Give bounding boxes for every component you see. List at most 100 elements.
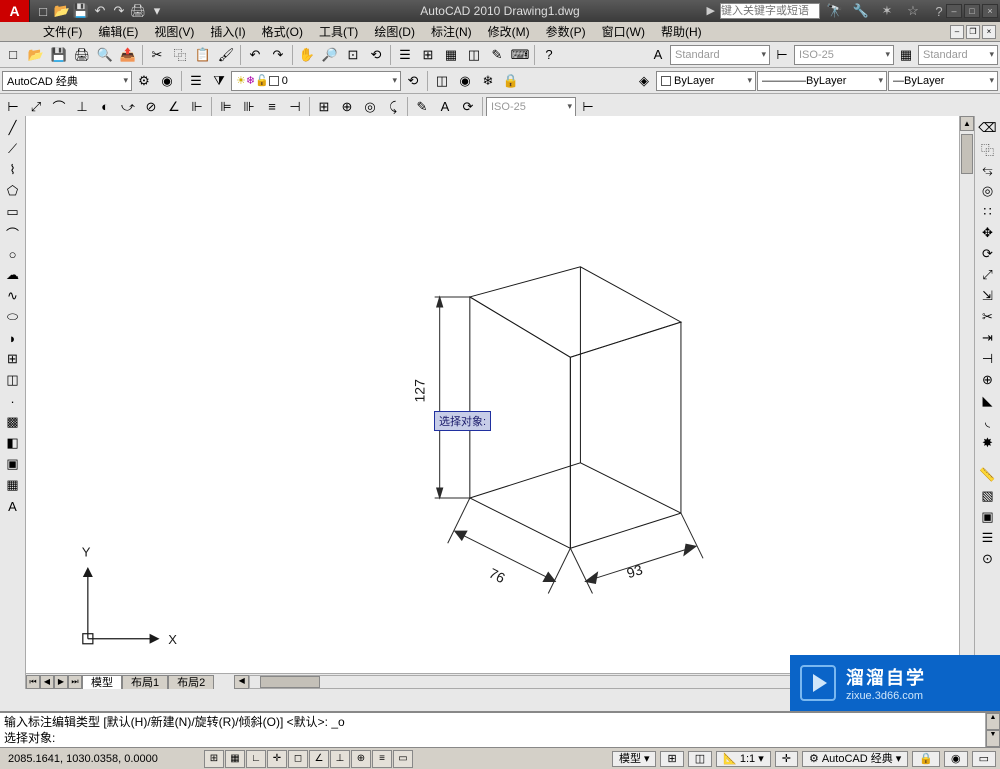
- key-icon[interactable]: 🔧: [850, 0, 872, 22]
- diminspect-icon[interactable]: ◎: [359, 96, 381, 118]
- tablestyle-icon[interactable]: ▦: [895, 44, 917, 66]
- redo-icon2[interactable]: ↷: [267, 44, 289, 66]
- otrack-icon[interactable]: ∠: [309, 750, 329, 768]
- open-icon[interactable]: 📂: [53, 2, 71, 20]
- ortho-icon[interactable]: ∟: [246, 750, 266, 768]
- dimangular-icon[interactable]: ∠: [163, 96, 185, 118]
- preview-icon[interactable]: 🔍: [94, 44, 116, 66]
- dimordinate-icon[interactable]: ⊥: [71, 96, 93, 118]
- menu-window[interactable]: 窗口(W): [594, 21, 653, 42]
- grid-icon[interactable]: ▦: [225, 750, 245, 768]
- dimbaseline-icon[interactable]: ⊫: [215, 96, 237, 118]
- scale-icon[interactable]: ⤢: [977, 265, 999, 285]
- pline-icon[interactable]: ⌇: [2, 160, 24, 180]
- osnap-icon[interactable]: ◻: [288, 750, 308, 768]
- toolpalette-icon[interactable]: ▦: [440, 44, 462, 66]
- menu-file[interactable]: 文件(F): [35, 21, 90, 42]
- quickview2-icon[interactable]: ◫: [688, 751, 712, 767]
- array-icon[interactable]: ∷: [977, 202, 999, 222]
- break-icon[interactable]: ⊣: [977, 349, 999, 369]
- markup-icon[interactable]: ✎: [486, 44, 508, 66]
- textstyle-icon[interactable]: A: [647, 44, 669, 66]
- line-icon[interactable]: ╱: [2, 118, 24, 138]
- table-icon[interactable]: ▦: [2, 475, 24, 495]
- cmd-scroll[interactable]: ▲▼: [985, 713, 1000, 747]
- tab-first-icon[interactable]: ⏮: [26, 675, 40, 689]
- layer-combo[interactable]: ☀ ❄ 🔓 0: [231, 71, 401, 91]
- linetype-combo[interactable]: ———— ByLayer: [757, 71, 887, 91]
- properties-icon[interactable]: ☰: [394, 44, 416, 66]
- polar-icon[interactable]: ✛: [267, 750, 287, 768]
- dimstyle-icon[interactable]: ⊢: [771, 44, 793, 66]
- menu-dimension[interactable]: 标注(N): [423, 21, 480, 42]
- coordinates[interactable]: 2085.1641, 1030.0358, 0.0000: [0, 753, 200, 765]
- layer-iso-icon[interactable]: ◫: [431, 70, 453, 92]
- polygon-icon[interactable]: ⬠: [2, 181, 24, 201]
- rectangle-icon[interactable]: ▭: [2, 202, 24, 222]
- extend-icon[interactable]: ⇥: [977, 328, 999, 348]
- menu-view[interactable]: 视图(V): [146, 21, 202, 42]
- undo-icon[interactable]: ↶: [91, 2, 109, 20]
- fillet-icon[interactable]: ◟: [977, 412, 999, 432]
- arc-icon[interactable]: ⌒: [2, 223, 24, 243]
- minimize-button[interactable]: –: [946, 4, 962, 18]
- dimcontinue-icon[interactable]: ⊪: [238, 96, 260, 118]
- undo-icon2[interactable]: ↶: [244, 44, 266, 66]
- open-file-icon[interactable]: 📂: [25, 44, 47, 66]
- scroll-left-icon[interactable]: ◀: [234, 675, 249, 689]
- dimaligned-icon[interactable]: ⤢: [25, 96, 47, 118]
- gradient-icon[interactable]: ◧: [2, 433, 24, 453]
- annoscale-icon[interactable]: 📐 1:1 ▾: [716, 751, 771, 767]
- search-input[interactable]: [720, 3, 820, 19]
- dimradius-icon[interactable]: ◐: [94, 96, 116, 118]
- centermark-icon[interactable]: ⊕: [336, 96, 358, 118]
- spline-icon[interactable]: ∿: [2, 286, 24, 306]
- comm-icon[interactable]: ✶: [876, 0, 898, 22]
- lwt-icon[interactable]: ≡: [372, 750, 392, 768]
- scroll-h-thumb[interactable]: [260, 676, 320, 688]
- zoom-win-icon[interactable]: ⊡: [342, 44, 364, 66]
- point-icon[interactable]: ·: [2, 391, 24, 411]
- qdim-icon[interactable]: ⊩: [186, 96, 208, 118]
- dimspace-icon[interactable]: ≡: [261, 96, 283, 118]
- tab-next-icon[interactable]: ▶: [54, 675, 68, 689]
- layer-filter-icon[interactable]: ⧩: [208, 70, 230, 92]
- layer-prev-icon[interactable]: ⟲: [402, 70, 424, 92]
- help-icon2[interactable]: ?: [538, 44, 560, 66]
- menu-modify[interactable]: 修改(M): [480, 21, 538, 42]
- explode-icon[interactable]: ✸: [977, 433, 999, 453]
- dimlinear-icon[interactable]: ⊢: [2, 96, 24, 118]
- ws-save-icon[interactable]: ◉: [156, 70, 178, 92]
- list-icon[interactable]: ☰: [977, 528, 999, 548]
- app-logo[interactable]: A: [0, 0, 30, 22]
- qat-more-icon[interactable]: ▾: [148, 2, 166, 20]
- favorite-icon[interactable]: ☆: [902, 0, 924, 22]
- tab-model[interactable]: 模型: [82, 675, 122, 689]
- menu-tools[interactable]: 工具(T): [311, 21, 366, 42]
- rotate-icon[interactable]: ⟳: [977, 244, 999, 264]
- menu-insert[interactable]: 插入(I): [202, 21, 253, 42]
- join-icon[interactable]: ⊕: [977, 370, 999, 390]
- region2-icon[interactable]: ▣: [977, 507, 999, 527]
- id-icon[interactable]: ⊙: [977, 549, 999, 569]
- tab-prev-icon[interactable]: ◀: [40, 675, 54, 689]
- drawing-area[interactable]: 127 76 93 X Y 选择对象: ▲ ▼ ⏮ ◀ ▶ ⏭: [26, 116, 974, 689]
- copy2-icon[interactable]: ⿻: [977, 139, 999, 159]
- match-icon[interactable]: 🖌: [215, 44, 237, 66]
- doc-minimize[interactable]: –: [950, 25, 964, 39]
- layer-lock-icon[interactable]: 🔒: [500, 70, 522, 92]
- maximize-button[interactable]: □: [964, 4, 980, 18]
- cut-icon[interactable]: ✂: [146, 44, 168, 66]
- command-line[interactable]: 输入标注编辑类型 [默认(H)/新建(N)/旋转(R)/倾斜(O)] <默认>:…: [0, 711, 1000, 747]
- block-icon[interactable]: ◫: [2, 370, 24, 390]
- hardware-icon[interactable]: ◉: [944, 751, 968, 767]
- tab-layout2[interactable]: 布局2: [168, 675, 214, 689]
- offset-icon[interactable]: ◎: [977, 181, 999, 201]
- scrollbar-vertical[interactable]: ▲ ▼: [959, 116, 974, 673]
- move-icon[interactable]: ✥: [977, 223, 999, 243]
- dimstyle-mgr-icon[interactable]: ⊢: [577, 96, 599, 118]
- doc-restore[interactable]: ❐: [966, 25, 980, 39]
- erase-icon[interactable]: ⌫: [977, 118, 999, 138]
- layer-frz-icon[interactable]: ❄: [477, 70, 499, 92]
- binoculars-icon[interactable]: 🔭: [824, 0, 846, 22]
